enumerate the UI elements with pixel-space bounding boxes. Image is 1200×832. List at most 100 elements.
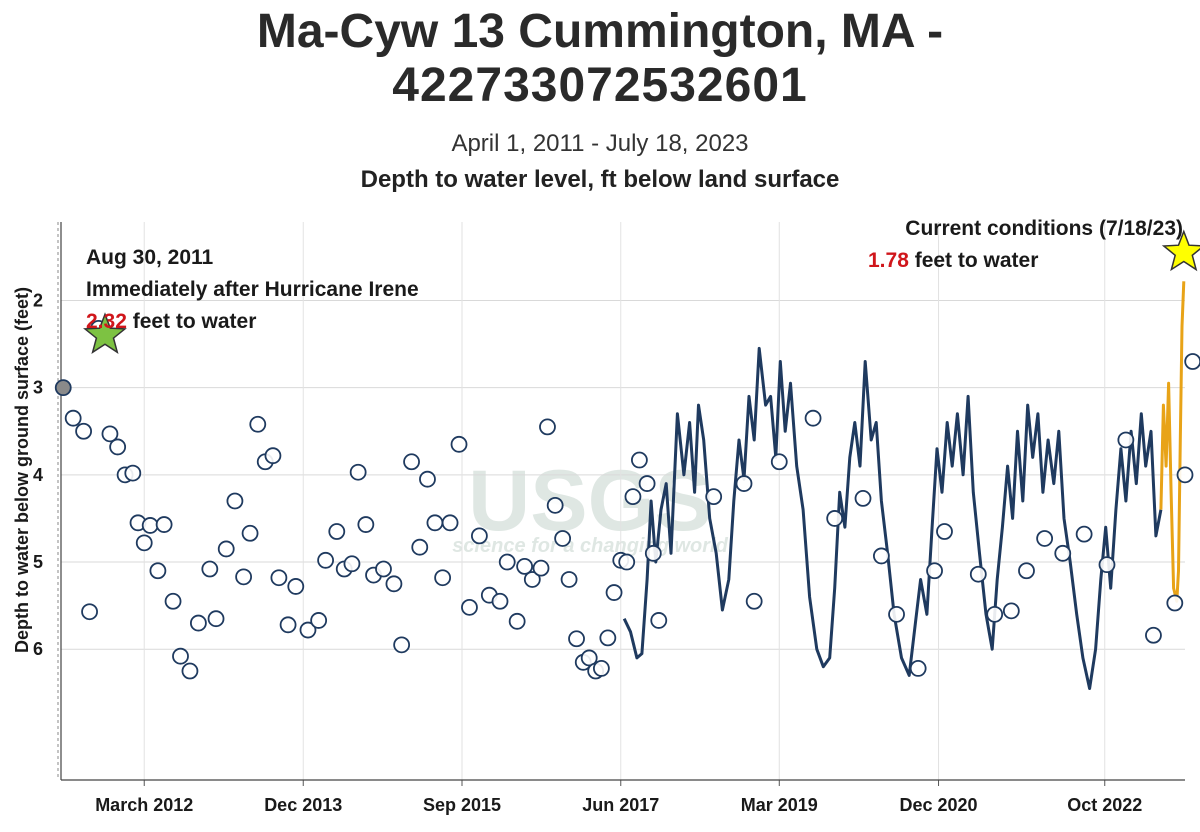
discrete-measurement-point xyxy=(624,488,642,506)
discrete-measurement-point xyxy=(644,544,662,562)
discrete-measurement-point xyxy=(986,605,1004,623)
discrete-measurement-point xyxy=(287,578,305,595)
discrete-measurement-point xyxy=(1075,525,1093,543)
discrete-measurement-point xyxy=(249,415,267,433)
discrete-measurement-point xyxy=(804,409,822,427)
discrete-measurement-point xyxy=(888,605,905,623)
axes: 2 3 4 5 6 March 2012 Dec 2013 Sep 2015 Jun 2017 M… xyxy=(33,222,1185,815)
discrete-measurement-point xyxy=(470,527,488,545)
x-tick-label: Jun 2017 xyxy=(582,795,659,815)
y-axis-label: Depth to water below ground surface (fee… xyxy=(12,287,32,653)
discrete-measurement-point xyxy=(141,517,159,534)
discrete-measurement-point xyxy=(516,557,534,575)
discrete-measurement-point xyxy=(1036,530,1054,547)
discrete-measurement-point xyxy=(109,438,127,456)
data-series xyxy=(622,281,1186,690)
data-points xyxy=(54,319,1200,680)
discrete-measurement-point xyxy=(207,610,225,628)
annotation-current-value: 1.78 xyxy=(868,249,909,272)
discrete-measurement-point xyxy=(75,422,93,440)
discrete-measurement-point xyxy=(385,575,403,593)
discrete-measurement-point xyxy=(539,418,556,436)
discrete-measurement-point xyxy=(926,562,943,580)
metric-subtitle: Depth to water level, ft below land surf… xyxy=(360,166,840,193)
discrete-measurement-point xyxy=(705,488,723,506)
chart-title-line2: 422733072532601 xyxy=(392,59,808,112)
discrete-measurement-point xyxy=(241,524,259,542)
discrete-measurement-point xyxy=(450,435,468,453)
discrete-measurement-point xyxy=(854,489,872,507)
discrete-measurement-point xyxy=(81,603,98,621)
discrete-measurement-point xyxy=(270,569,288,587)
discrete-measurement-point xyxy=(135,534,153,552)
gridlines xyxy=(61,222,1185,780)
discrete-measurement-point xyxy=(217,540,235,558)
annotation-irene-date: Aug 30, 2011 xyxy=(86,246,214,269)
chart-title-line1: Ma-Cyw 13 Cummington, MA - xyxy=(256,5,944,58)
discrete-measurement-point xyxy=(650,612,668,629)
discrete-measurement-point xyxy=(1117,431,1135,449)
discrete-measurement-point xyxy=(419,470,436,488)
green-star-icon xyxy=(83,312,127,354)
x-tick-label: Dec 2013 xyxy=(264,795,342,815)
discrete-measurement-point xyxy=(491,592,509,610)
discrete-measurement-point xyxy=(770,453,788,471)
annotation-irene-value-line: 2.32 feet to water xyxy=(86,310,256,333)
discrete-measurement-point xyxy=(328,523,346,540)
annotation-irene-value: 2.32 xyxy=(86,310,127,333)
discrete-measurement-point xyxy=(434,569,452,587)
discrete-measurement-point xyxy=(264,447,282,465)
discrete-measurement-point xyxy=(523,571,541,588)
discrete-measurement-point xyxy=(164,592,182,610)
discrete-measurement-point xyxy=(461,598,478,616)
date-range-subtitle: April 1, 2011 - July 18, 2023 xyxy=(451,130,749,157)
discrete-measurement-point xyxy=(638,475,656,492)
annotation-irene-suffix: feet to water xyxy=(127,310,257,333)
discrete-measurement-point xyxy=(826,510,844,527)
x-tick-label: Oct 2022 xyxy=(1067,795,1142,815)
discrete-measurement-point xyxy=(172,647,189,665)
discrete-measurement-point xyxy=(580,649,598,667)
x-tick-label: March 2012 xyxy=(95,795,193,815)
discrete-measurement-point xyxy=(735,475,753,492)
discrete-measurement-point xyxy=(403,453,420,471)
discrete-measurement-point xyxy=(599,629,617,647)
continuous-series-provisional xyxy=(1159,281,1186,603)
discrete-measurement-point xyxy=(317,551,335,569)
discrete-measurement-point xyxy=(618,553,636,571)
highlight-stars xyxy=(83,229,1200,354)
discrete-measurement-point xyxy=(375,560,392,578)
discrete-measurement-point xyxy=(101,425,119,443)
y-tick-label: 6 xyxy=(33,639,43,659)
discrete-measurement-point xyxy=(1098,556,1116,574)
discrete-measurement-point xyxy=(1054,544,1072,562)
annotation-irene-note: Immediately after Hurricane Irene xyxy=(86,278,419,301)
discrete-measurement-point xyxy=(508,612,526,630)
x-tick-label: Mar 2019 xyxy=(741,795,818,815)
y-tick-label: 4 xyxy=(33,465,43,485)
x-tick-label: Dec 2020 xyxy=(899,795,977,815)
discrete-measurement-point xyxy=(441,514,459,532)
y-tick-label: 3 xyxy=(33,378,43,398)
discrete-measurement-point xyxy=(149,562,167,580)
discrete-measurement-point xyxy=(1145,626,1162,644)
discrete-measurement-point xyxy=(201,560,219,578)
discrete-measurement-point xyxy=(124,464,142,482)
y-tick-label: 5 xyxy=(33,552,43,572)
discrete-measurement-point xyxy=(226,492,244,510)
usgs-watermark: USGS science for a changing world xyxy=(452,453,728,557)
discrete-measurement-point xyxy=(426,514,444,532)
discrete-measurement-point xyxy=(546,496,564,514)
discrete-measurement-point xyxy=(872,547,890,565)
discrete-measurement-point xyxy=(909,660,927,677)
y-tick-label: 2 xyxy=(33,290,43,310)
discrete-measurement-point xyxy=(349,463,367,481)
discrete-measurement-point xyxy=(64,409,82,427)
discrete-measurement-point xyxy=(630,451,648,469)
discrete-measurement-point xyxy=(181,662,199,680)
discrete-measurement-point xyxy=(189,614,207,632)
x-tick-label: Sep 2015 xyxy=(423,795,501,815)
discrete-measurement-point xyxy=(310,612,328,629)
discrete-measurement-point xyxy=(299,621,317,639)
